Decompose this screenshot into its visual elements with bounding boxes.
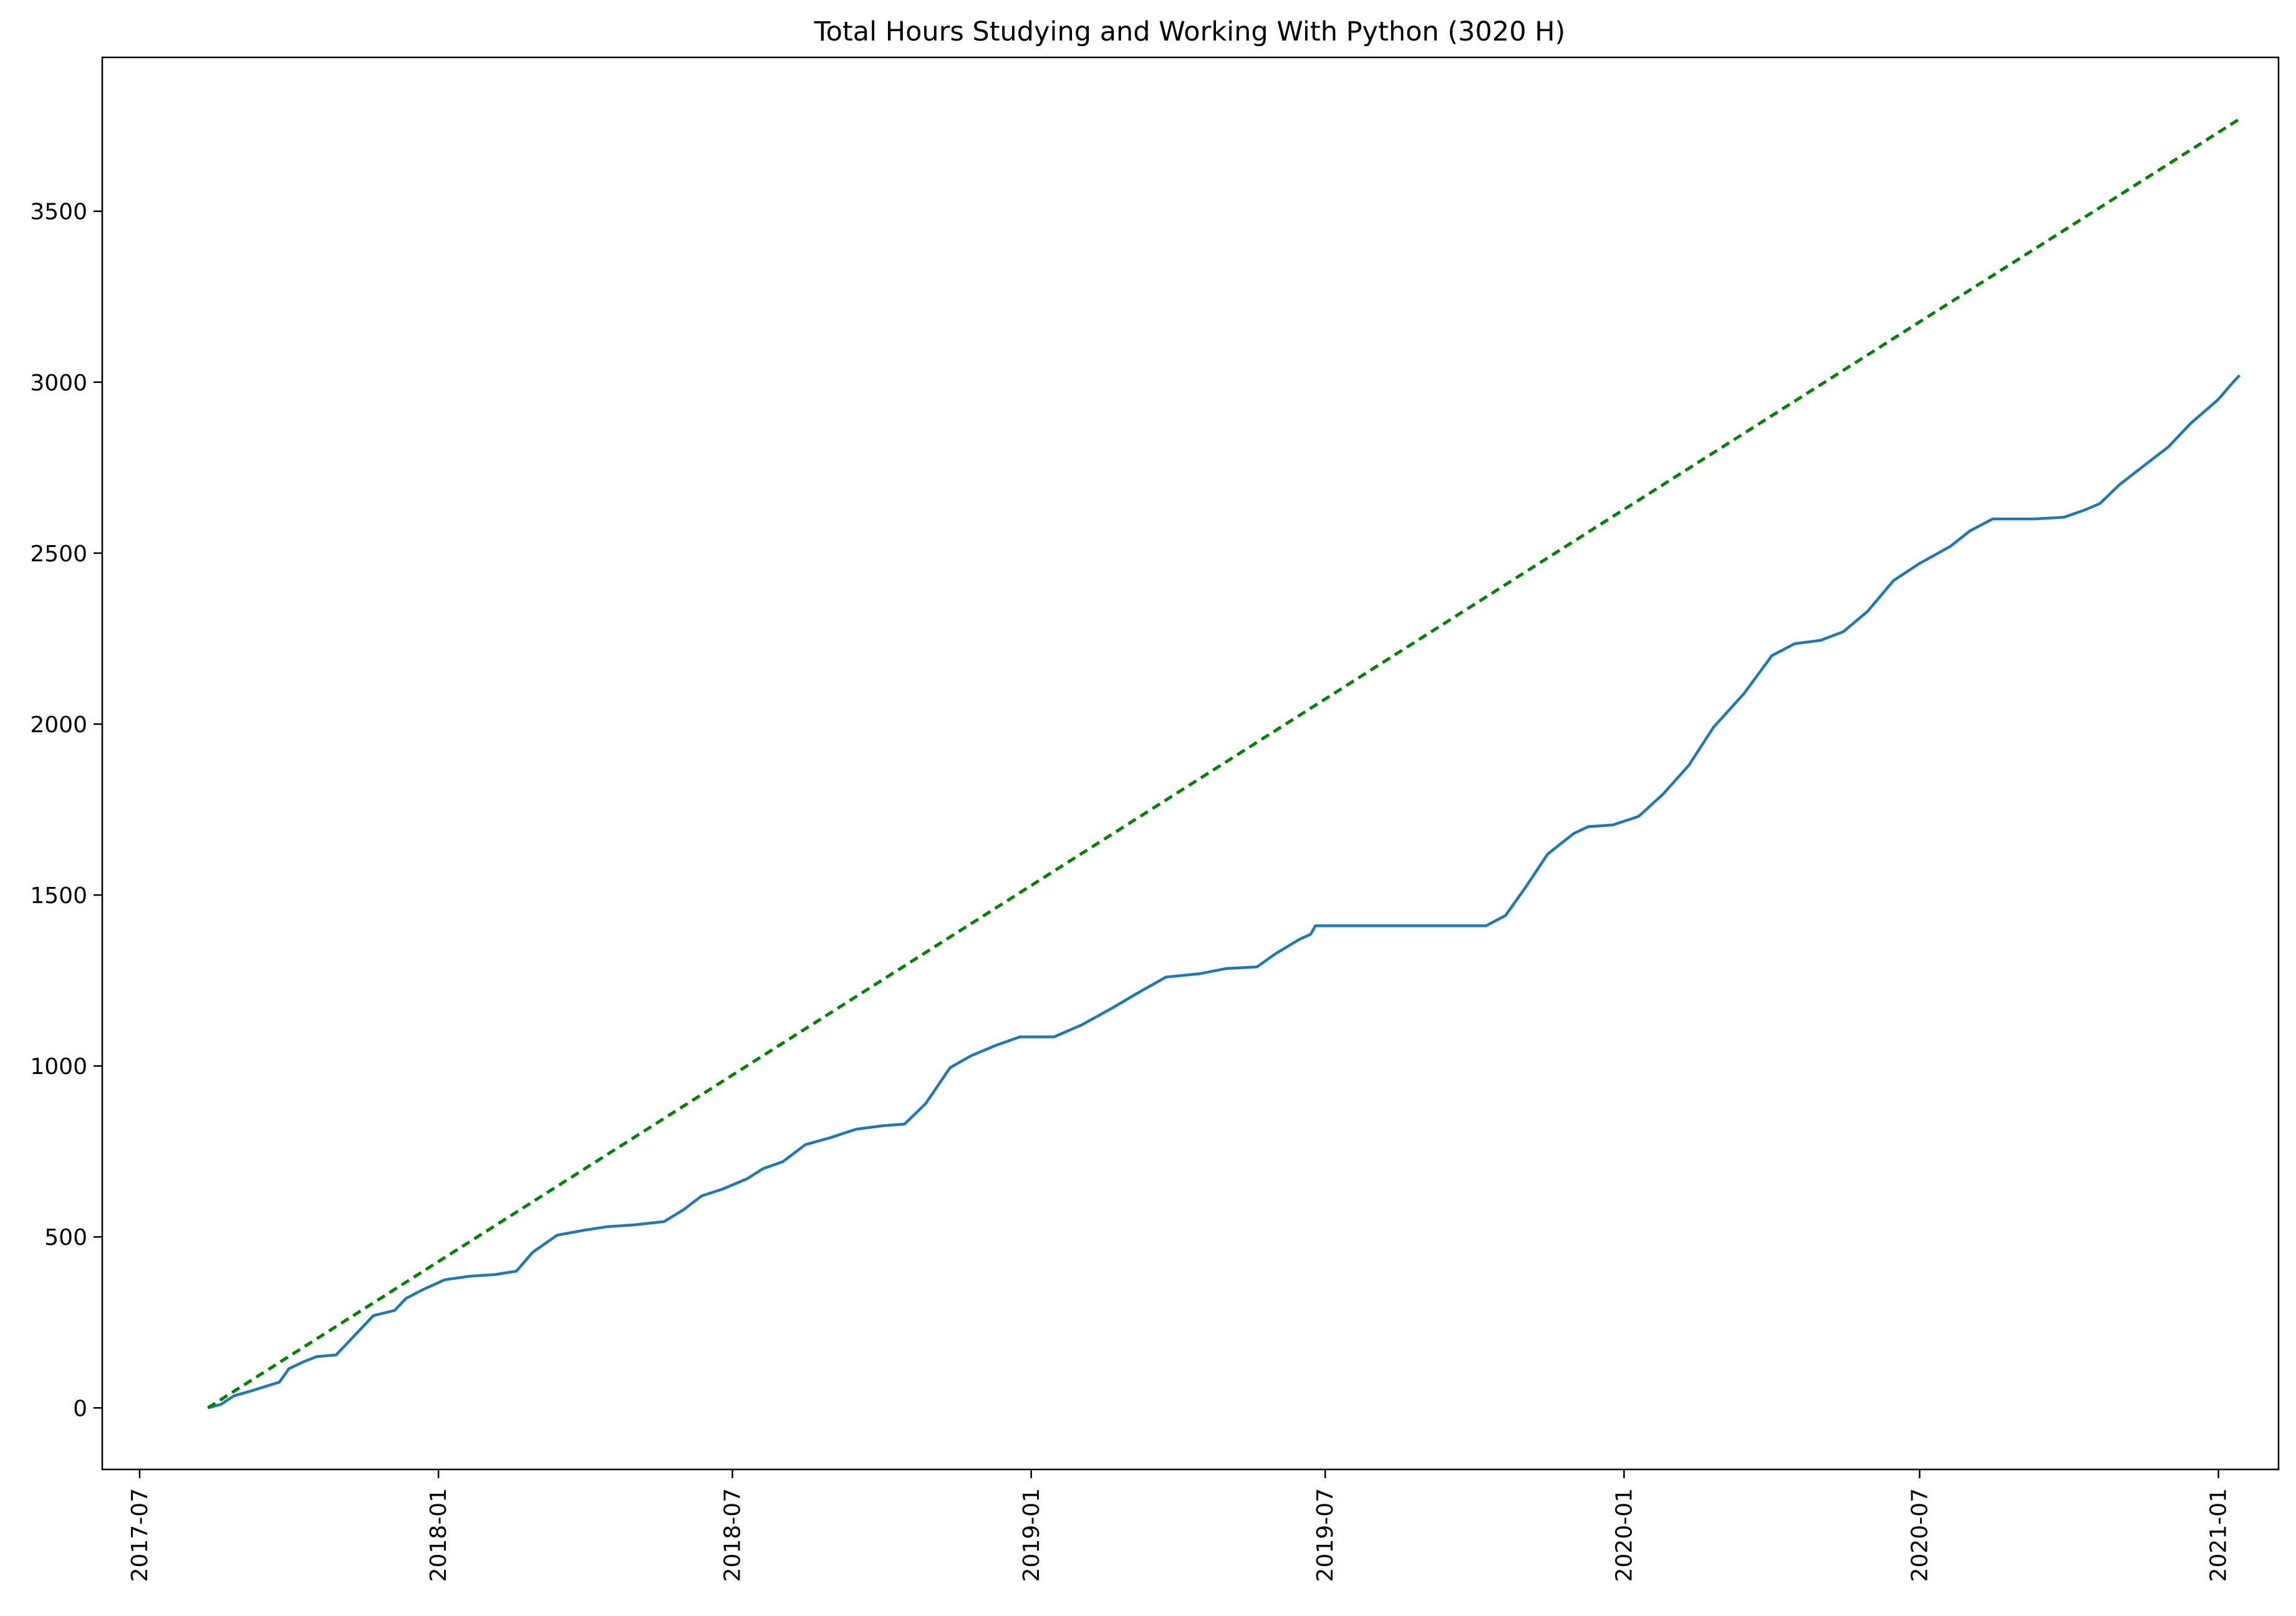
y-tick-label: 1000 [30,1054,87,1080]
y-tick-label: 1500 [30,883,87,909]
y-tick-label: 2000 [30,712,87,738]
series-layer [206,117,2241,1410]
y-axis: 0 500 1000 1500 2000 2500 3000 3500 [30,200,102,1421]
y-tick-label: 500 [44,1225,87,1251]
cumulative-hours-line [207,374,2241,1410]
plot-frame [101,56,2280,1471]
x-tick-label: 2021-01 [2206,1488,2232,1582]
y-tick-label: 3000 [30,370,87,396]
x-axis: 2017-07 2018-01 2018-07 2019-01 2019-07 2020-… [127,1469,2232,1582]
x-tick-label: 2020-07 [1907,1488,1932,1582]
plot-area [101,56,2280,1471]
chart-title: Total Hours Studying and Working With Py… [814,16,1566,47]
y-tick-label: 2500 [30,541,87,567]
x-tick-label: 2019-01 [1019,1488,1044,1582]
y-tick-label: 0 [73,1396,87,1421]
x-tick-label: 2017-07 [127,1488,153,1582]
x-tick-label: 2019-07 [1313,1488,1338,1582]
y-tick-label: 3500 [30,200,87,225]
x-tick-label: 2018-07 [720,1488,746,1582]
x-tick-label: 2018-01 [426,1488,451,1582]
x-tick-label: 2020-01 [1611,1488,1637,1582]
